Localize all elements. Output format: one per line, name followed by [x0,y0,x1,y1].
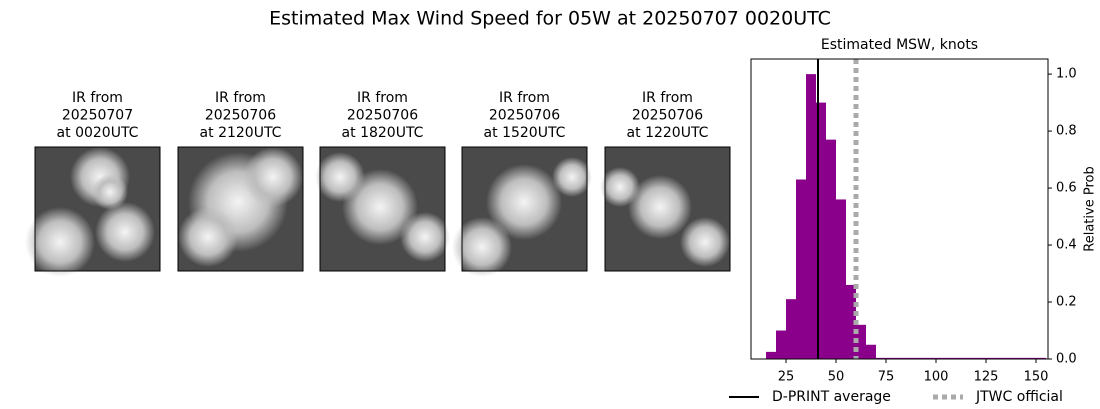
bar [1016,357,1026,359]
bar [956,357,966,359]
image-frame [461,146,588,272]
bar [876,357,886,359]
bar [966,357,976,359]
panel-title: 20250706 [489,108,560,124]
cloud [92,174,128,210]
bar [786,299,796,359]
main-title: Estimated Max Wind Speed for 05W at 2025… [269,8,831,30]
bar [926,357,936,359]
panel-title: IR from [357,90,408,106]
bar [886,357,896,359]
plot-frame [750,58,1049,360]
x-tick-label: 100 [924,370,949,385]
panel-title: at 1820UTC [342,125,424,141]
panel-title: at 2120UTC [200,125,282,141]
chart-title: Estimated MSW, knots [821,37,978,53]
cloud [452,217,512,277]
panel-title: at 1220UTC [627,125,709,141]
bar [996,357,1006,359]
cloud [552,157,592,197]
panel-title: 20250707 [62,108,133,124]
image-frame [34,146,161,272]
x-tick-label: 25 [778,370,795,385]
bar [1036,357,1046,359]
bar [1006,357,1016,359]
image-frame [604,146,731,272]
bar [936,357,946,359]
panel-title: at 0020UTC [57,125,139,141]
bar [806,74,816,359]
y-tick-label: 0.2 [1056,295,1077,310]
panel-title: at 1520UTC [484,125,566,141]
cloud [95,202,155,262]
bar [776,330,786,359]
x-tick-label: 125 [974,370,999,385]
y-tick-label: 0.6 [1056,181,1077,196]
panel-title: 20250706 [205,108,276,124]
bar [946,357,956,359]
panel-title: 20250706 [632,108,703,124]
bar [916,357,926,359]
cloud [600,167,640,207]
image-frame [319,146,446,272]
legend-label: D-PRINT average [772,389,891,405]
cloud [25,207,95,277]
panel-title: IR from [72,90,123,106]
bar [796,179,806,359]
bar [986,357,996,359]
cloud [628,175,692,239]
cloud [680,217,730,267]
x-tick-label: 50 [828,370,845,385]
bar [846,284,856,359]
bar [766,351,776,359]
bar [906,357,916,359]
cloud [178,207,238,267]
bar [826,139,836,359]
y-tick-label: 0.8 [1056,124,1077,139]
bar [896,357,906,359]
y-tick-label: 0.0 [1056,352,1077,367]
y-axis-label: Relative Prob [1083,166,1098,251]
bar [976,357,986,359]
bar [1026,357,1036,359]
x-tick-label: 75 [878,370,895,385]
cloud [243,147,303,207]
x-tick-label: 150 [1024,370,1049,385]
y-tick-label: 0.4 [1056,238,1077,253]
bar [836,199,846,359]
cloud [315,152,365,202]
image-frame [177,146,304,272]
panel-title: IR from [499,90,550,106]
cloud [486,164,562,240]
bar [856,324,866,359]
panel-title: IR from [215,90,266,106]
bar [866,344,876,359]
bar [816,102,826,359]
legend-label: JTWC official [975,389,1063,405]
panel-title: IR from [642,90,693,106]
cloud [400,212,450,262]
y-tick-label: 1.0 [1056,67,1077,82]
panel-title: 20250706 [347,108,418,124]
